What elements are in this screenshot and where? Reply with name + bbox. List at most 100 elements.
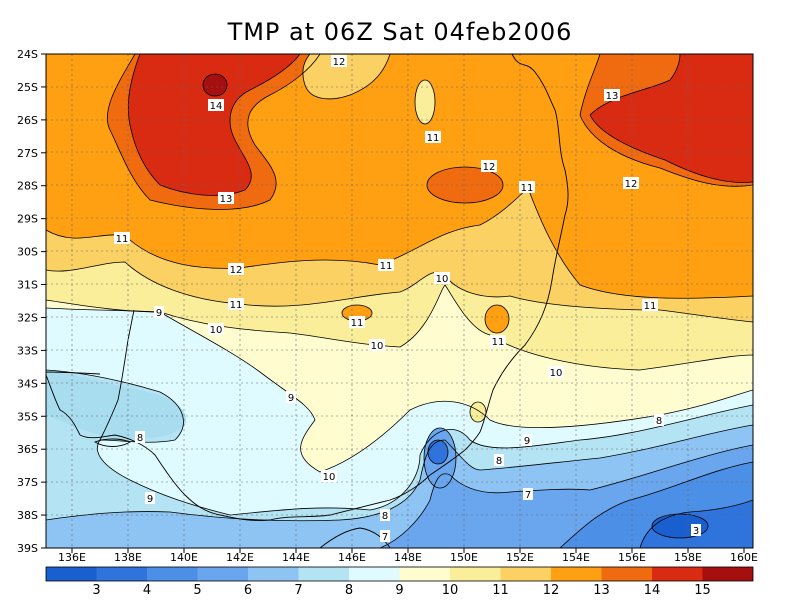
spencer-gulf (99, 309, 135, 441)
contour-label: 8 (656, 416, 662, 427)
contour-label-bg (522, 434, 532, 446)
contour-label: 12 (625, 179, 638, 190)
contour-label-bg (378, 259, 394, 271)
east-coast-australia (464, 54, 569, 451)
contour-label: 11 (380, 261, 393, 272)
band-12-13-blob (427, 167, 503, 203)
legend-swatch (702, 567, 753, 581)
legend-swatch (450, 567, 501, 581)
legend-swatch (46, 567, 97, 581)
contour-label: 8 (496, 456, 502, 467)
legend-swatch (652, 567, 703, 581)
contour-label: 12 (230, 265, 243, 276)
legend-tick-label: 9 (395, 583, 403, 598)
legend-tick-label: 7 (294, 583, 302, 598)
contour-label-bg (380, 530, 390, 542)
plot-frame (45, 53, 754, 549)
lon-label: 156E (618, 551, 646, 564)
legend-swatch (248, 567, 299, 581)
lon-label: 158E (674, 551, 702, 564)
contour-label: 11 (351, 318, 364, 329)
contour-label-bg (691, 524, 701, 536)
contour-label-bg (494, 454, 504, 466)
lat-label: 39S (17, 542, 38, 555)
legend-swatch (147, 567, 198, 581)
contour-label: 12 (333, 57, 346, 68)
legend-swatch (298, 567, 349, 581)
contour-label-bg (481, 160, 497, 172)
contour-label-bg (523, 488, 533, 500)
lat-label: 25S (17, 81, 38, 94)
contour-label-bg (369, 339, 385, 351)
contour-label: 7 (525, 490, 531, 501)
contour-label-bg (490, 335, 506, 347)
lat-label: 30S (17, 246, 38, 259)
contour-label-bg (208, 99, 224, 111)
band-12-13-n (302, 54, 390, 99)
contour-label-bg (114, 232, 130, 244)
legend-swatch (349, 567, 400, 581)
lat-label: 28S (17, 180, 38, 193)
band-11-12-blob-b (485, 305, 509, 333)
contour-label-bg (228, 298, 244, 310)
color-legend: 3 4 5 6 7 8 9 10 11 12 13 14 15 (45, 566, 754, 598)
band-14-15-ne (590, 54, 753, 183)
legend-tick-label: 5 (193, 583, 201, 598)
contour-label-bg (519, 181, 535, 193)
lat-label: 24S (17, 48, 38, 61)
legend-tick-label: 14 (644, 583, 661, 598)
contour-label: 8 (382, 511, 388, 522)
legend-frame (45, 566, 754, 582)
band-10-11-blob (470, 402, 486, 422)
lat-label: 36S (17, 443, 38, 456)
contour-label: 11 (644, 301, 657, 312)
contour-label: 13 (220, 194, 233, 205)
contour-label-bg (145, 492, 155, 504)
contour-label-bg (349, 316, 365, 328)
contour-label-layer: 12 14 13 13 11 12 11 12 12 11 11 10 11 9 11 10 10 11 11 10 9… (114, 55, 701, 543)
legend-swatch (551, 567, 602, 581)
legend-swatch (500, 567, 551, 581)
lon-label: 150E (450, 551, 478, 564)
lat-label: 32S (17, 311, 38, 324)
lon-label: 146E (338, 551, 366, 564)
lat-label: 31S (17, 279, 38, 292)
contour-label: 12 (483, 162, 496, 173)
lon-label: 148E (394, 551, 422, 564)
contour-label-bg (380, 509, 390, 521)
contour-label: 10 (550, 368, 563, 379)
contour-label: 9 (147, 494, 153, 505)
lat-label: 34S (17, 377, 38, 390)
contour-label-bg (286, 391, 296, 403)
lon-label: 152E (506, 551, 534, 564)
contour-label: 9 (156, 308, 162, 319)
lon-label: 142E (226, 551, 254, 564)
contour-label: 11 (230, 300, 243, 311)
contour-label: 11 (427, 133, 440, 144)
contour-label: 14 (210, 101, 223, 112)
contour-label: 10 (323, 472, 336, 483)
contour-label: 10 (436, 274, 449, 285)
legend-tick-label: 11 (492, 583, 509, 598)
legend-tick-label: 8 (345, 583, 353, 598)
contour-label-bg (604, 89, 620, 101)
gulf-coast (46, 374, 81, 436)
band-15-core (203, 74, 227, 96)
lat-label: 29S (17, 213, 38, 226)
lat-label: 27S (17, 147, 38, 160)
longitude-axis: 136E 138E 140E 142E 144E 146E 148E 150E 152E 154E… (58, 548, 758, 564)
lon-label: 136E (58, 551, 86, 564)
legend-swatch (601, 567, 652, 581)
legend-tick-label: 12 (543, 583, 560, 598)
lon-label: 160E (730, 551, 758, 564)
lat-label: 38S (17, 509, 38, 522)
contour-label: 8 (137, 433, 143, 444)
contour-label: 9 (288, 393, 294, 404)
contour-label-bg (425, 131, 441, 143)
lat-label: 26S (17, 114, 38, 127)
contour-label-bg (654, 414, 664, 426)
contour-label-bg (208, 323, 224, 335)
lon-label: 144E (282, 551, 310, 564)
contour-label-bg (228, 263, 244, 275)
